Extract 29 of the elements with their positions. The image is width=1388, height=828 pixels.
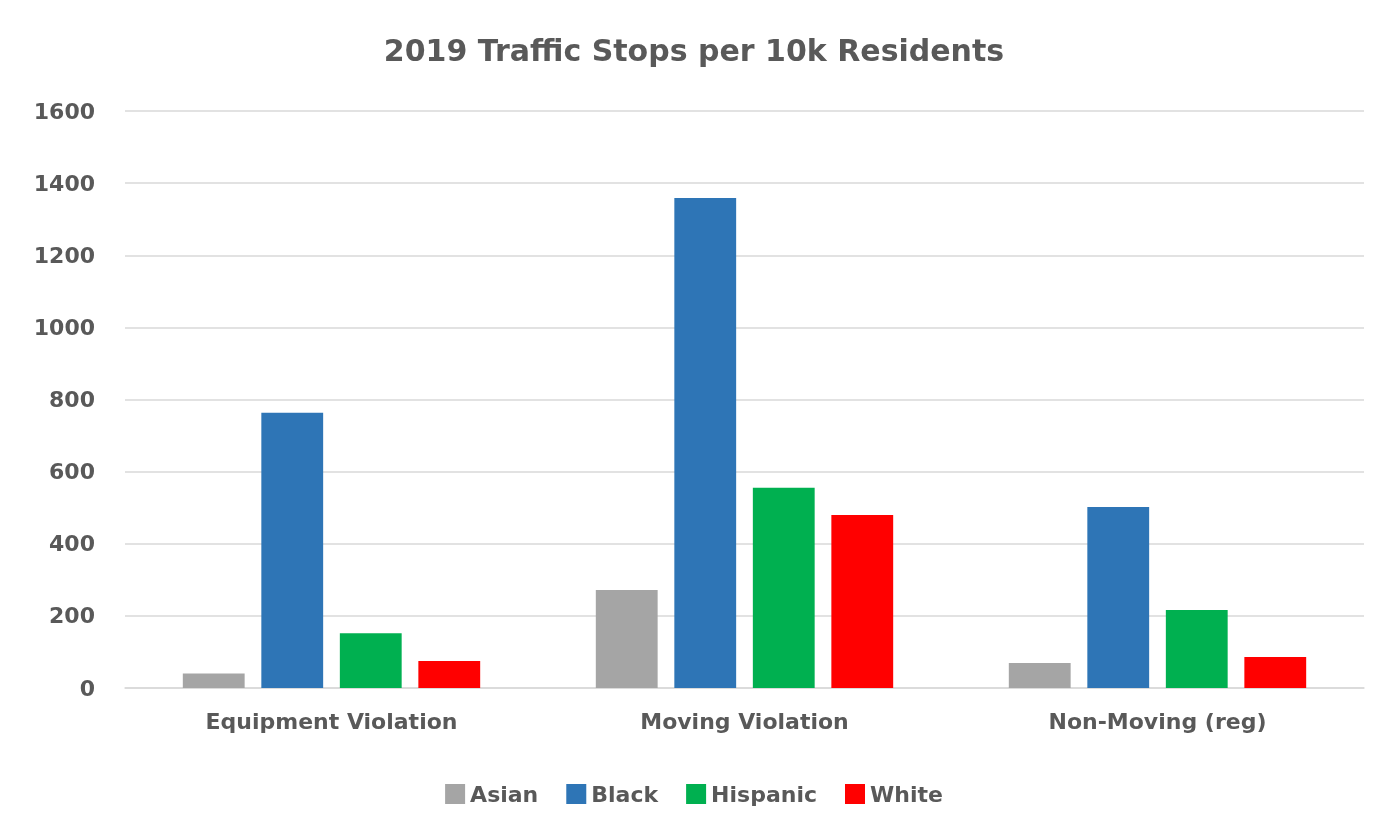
y-tick-label: 0 xyxy=(79,675,95,701)
bar xyxy=(595,589,658,688)
bar xyxy=(261,412,324,688)
x-tick-label: Equipment Violation xyxy=(205,708,458,734)
legend-label: Asian xyxy=(470,781,539,807)
y-tick-label: 600 xyxy=(49,459,95,485)
chart-title: 2019 Traffic Stops per 10k Residents xyxy=(383,32,1005,68)
legend-label: White xyxy=(869,781,943,807)
y-tick-label: 1000 xyxy=(33,314,95,340)
bar xyxy=(1008,663,1071,688)
bar xyxy=(752,487,815,688)
y-tick-label: 200 xyxy=(49,603,95,629)
legend-label: Hispanic xyxy=(711,781,817,807)
y-tick-label: 1400 xyxy=(33,170,95,196)
bar xyxy=(182,673,245,688)
bar xyxy=(418,660,481,688)
bar xyxy=(1087,506,1150,688)
bar xyxy=(339,633,402,688)
bar xyxy=(674,197,737,688)
x-tick-label: Non-Moving (reg) xyxy=(1048,708,1267,734)
bar xyxy=(831,514,894,688)
bar xyxy=(1165,610,1228,688)
y-tick-label: 1200 xyxy=(33,242,95,268)
bar xyxy=(1244,656,1307,688)
legend-label: Black xyxy=(591,781,660,807)
y-tick-label: 400 xyxy=(49,531,95,557)
y-tick-label: 1600 xyxy=(33,98,95,124)
y-tick-label: 800 xyxy=(49,387,95,412)
x-tick-label: Moving Violation xyxy=(640,708,849,734)
